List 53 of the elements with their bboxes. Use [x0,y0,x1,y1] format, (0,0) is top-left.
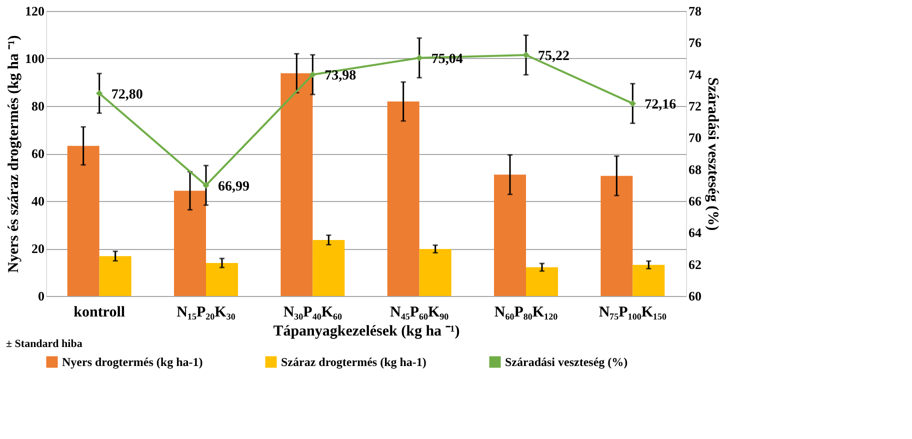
x-tick-label: N₃₀P₄₀K₆₀ [283,304,342,320]
y2-tick-label: 72 [688,98,702,114]
x-tick-label: N₄₅P₆₀K₉₀ [390,304,450,320]
y2-tick-label: 66 [688,194,702,208]
y2-axis-title: Száradási veszteség (%) [704,77,720,231]
y2-tick-label: 68 [688,162,702,177]
y-tick-label: 40 [32,194,44,208]
bar [632,264,665,296]
x-tick-label: N₁₅P₂₀K₃₀ [176,304,236,320]
y2-tick-label: 74 [688,66,702,82]
y2-tick-label: 78 [688,4,702,18]
data-label: 73,98 [324,68,356,84]
bar [206,262,238,296]
bar [494,174,526,296]
y2-tick-label: 64 [688,225,702,240]
bar [387,101,420,296]
y-axis-title: Nyers és száraz drogtermés (kg ha ⁻¹) [6,35,22,273]
y-tick-label: 80 [32,98,44,114]
point [416,54,423,62]
y-tick-label: 20 [32,241,44,256]
legend-label: Nyers drogtermés (kg ha-1) [62,355,203,369]
y-tick-label: 0 [38,288,44,304]
bar [99,256,132,296]
bar [419,248,452,296]
y-tick-label: 100 [25,51,44,66]
point [309,71,316,78]
bar [526,267,558,296]
data-label: 72,16 [644,97,676,112]
data-label: 66,99 [218,179,250,194]
x-tick-label: N₇₅P₁₀₀K₁₅₀ [598,304,667,320]
legend-label: Száraz drogtermés (kg ha-1) [281,355,426,369]
text: ± Standard hiba [6,338,83,350]
y-tick-label: 120 [25,4,44,18]
y-tick-label: 60 [32,146,44,161]
data-label: 75,22 [538,49,570,64]
point [629,100,636,107]
point [96,90,103,97]
bar [280,73,313,296]
legend-label: Száradási veszteség (%) [505,355,628,369]
x-tick-label: N₆₀P₈₀K₁₂₀ [494,304,558,320]
point [522,52,530,58]
x-tick-label: kontroll [74,304,126,320]
y2-tick-label: 70 [688,130,702,146]
point [202,182,210,189]
bar [67,146,100,296]
y2-tick-label: 76 [688,35,702,50]
bar [312,240,345,296]
data-label: 72,80 [111,87,143,102]
bar [600,176,633,296]
bar [174,190,206,296]
y2-tick-label: 60 [688,288,702,304]
y2-tick-label: 62 [688,256,702,272]
x-axis-title: Tápanyagkezelések (kg ha ⁻¹) [273,324,460,340]
